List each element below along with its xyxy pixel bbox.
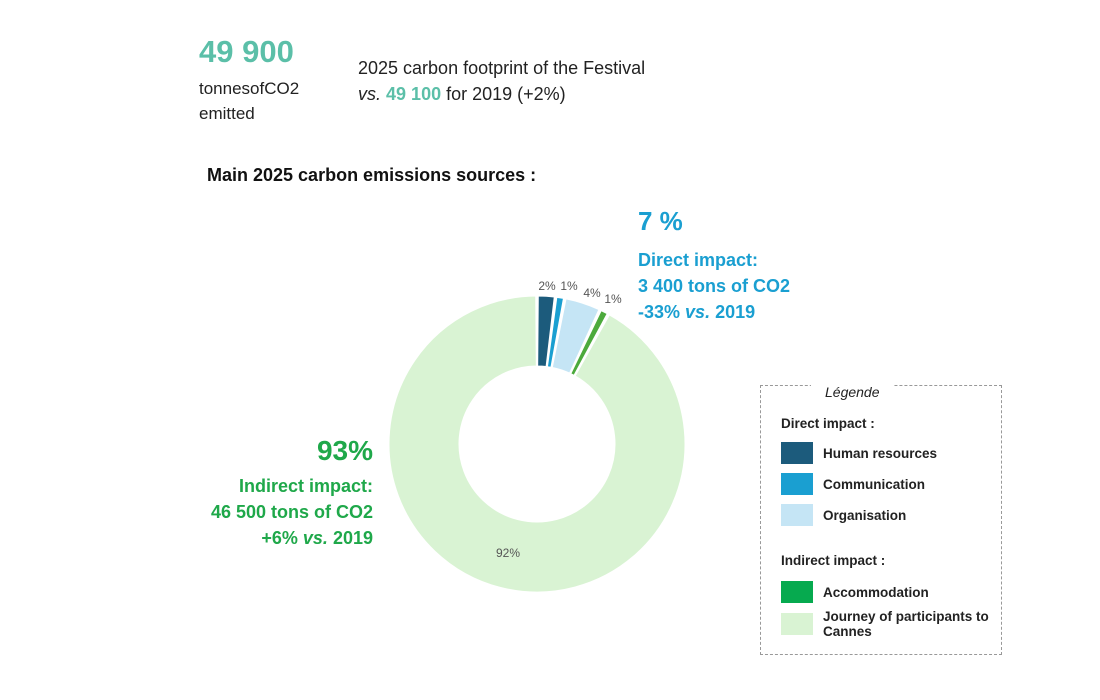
direct-impact-change-vs: vs.: [685, 302, 711, 322]
indirect-impact-change-vs: vs.: [302, 528, 328, 548]
indirect-impact-change-year: 2019: [332, 528, 373, 548]
indirect-impact-callout: 93% Indirect impact: 46 500 tons of CO2 …: [211, 435, 373, 551]
legend-label: Organisation: [823, 507, 907, 523]
legend-box: Légende Direct impact : Human resources …: [760, 384, 1002, 655]
unit-label-line2: emitted: [199, 104, 255, 123]
indirect-impact-change: +6% vs. 2019: [211, 525, 373, 551]
legend-label: Human resources: [823, 445, 938, 461]
direct-impact-change: -33% vs. 2019: [638, 299, 790, 325]
legend-label: Journey of participants to Cannes: [823, 609, 989, 639]
label-journey: 92%: [496, 546, 520, 560]
direct-impact-percent: 7 %: [638, 206, 683, 236]
label-communication: 1%: [560, 279, 578, 293]
legend-swatch: [781, 473, 813, 495]
slice-accommodation: [570, 309, 608, 377]
slice-organisation: [551, 298, 600, 374]
label-organisation: 4%: [583, 286, 601, 300]
indirect-impact-title: Indirect impact:: [238, 476, 373, 496]
legend-item-accommodation: Accommodation: [781, 581, 993, 603]
unit-label-line1: tonnesofCO2: [199, 79, 300, 98]
headline-vs: vs.: [358, 84, 382, 104]
legend-title: Légende: [811, 384, 894, 400]
headline-line2: vs. 49 100 for 2019 (+2%): [358, 81, 645, 107]
direct-impact-change-year: 2019: [715, 302, 756, 322]
direct-impact-callout: 7 % Direct impact: 3 400 tons of CO2 -33…: [638, 206, 790, 325]
indirect-impact-change-pct: +6%: [261, 528, 298, 548]
legend-item-communication: Communication: [781, 473, 993, 495]
legend-label: Communication: [823, 476, 926, 492]
legend-indirect-heading: Indirect impact :: [781, 553, 886, 568]
headline-2019-value: 49 100: [386, 84, 442, 104]
label-human-resources: 2%: [538, 279, 556, 293]
headline-line1: 2025 carbon footprint of the Festival: [358, 58, 646, 78]
legend-label: Accommodation: [823, 584, 929, 600]
chart-subtitle: Main 2025 carbon emissions sources :: [207, 165, 537, 185]
direct-impact-change-pct: -33%: [638, 302, 681, 322]
legend-item-organisation: Organisation: [781, 504, 993, 526]
legend-swatch: [781, 504, 813, 526]
total-emissions-value: 49 900: [199, 34, 294, 69]
direct-impact-tons: 3 400 tons of CO2: [638, 276, 791, 296]
slice-communication: [546, 296, 565, 368]
indirect-impact-percent: 93%: [316, 435, 373, 466]
direct-impact-title: Direct impact:: [638, 250, 759, 270]
slice-human-resources: [537, 295, 555, 368]
legend-direct-heading: Direct impact :: [781, 416, 875, 431]
label-accommodation: 1%: [604, 292, 622, 306]
headline: 2025 carbon footprint of the Festival vs…: [358, 55, 645, 107]
emissions-donut-chart: 2% 1% 4% 1%92%: [388, 279, 686, 593]
slice-journey: [388, 295, 686, 593]
legend-item-human-resources: Human resources: [781, 442, 993, 464]
legend-item-journey: Journey of participants to Cannes: [781, 609, 993, 639]
legend-swatch: [781, 613, 813, 635]
legend-swatch: [781, 581, 813, 603]
legend-swatch: [781, 442, 813, 464]
headline-rest: for 2019 (+2%): [446, 84, 566, 104]
indirect-impact-tons: 46 500 tons of CO2: [210, 502, 373, 522]
